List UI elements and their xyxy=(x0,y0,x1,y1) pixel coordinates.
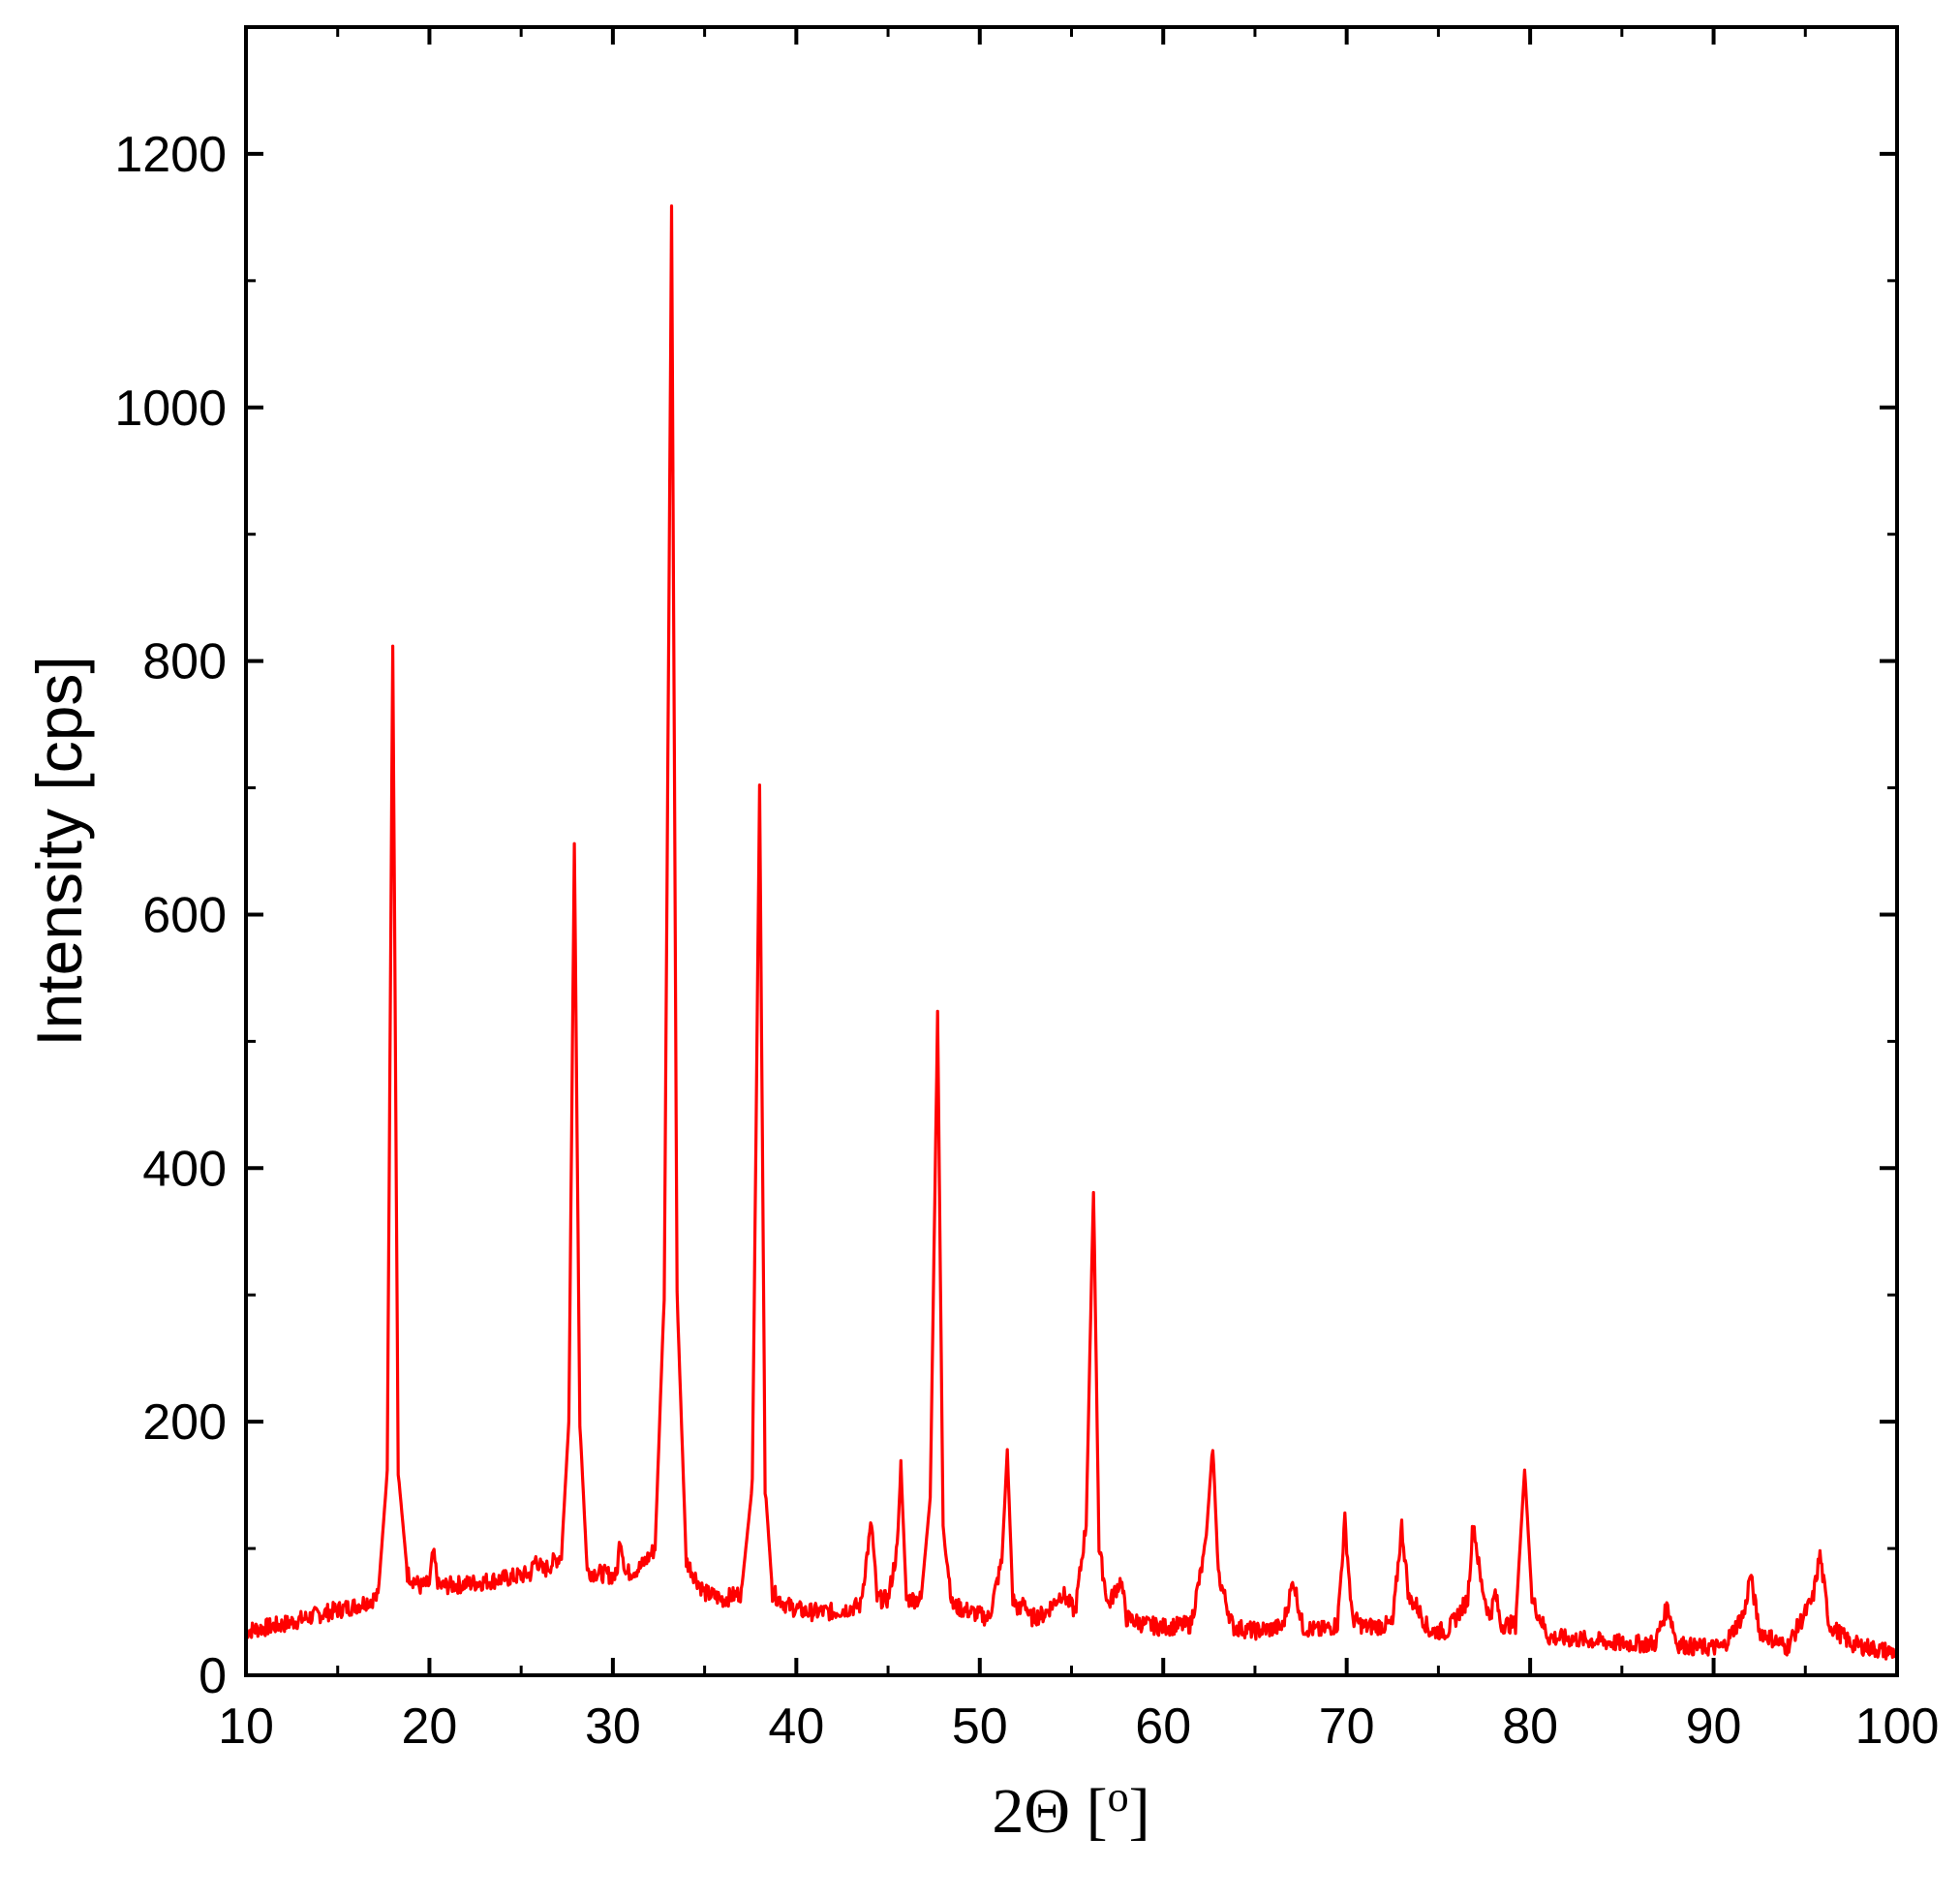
x-axis-title: 2Θ [o] xyxy=(992,1773,1149,1847)
series-line-0 xyxy=(246,204,1897,1661)
x-tick-label: 60 xyxy=(1135,1699,1191,1755)
x-tick-label: 50 xyxy=(952,1699,1008,1755)
x-tick-label: 100 xyxy=(1855,1699,1940,1755)
y-axis-title: Intensity [cps] xyxy=(23,656,95,1047)
y-tick-label: 1000 xyxy=(114,381,227,437)
x-tick-label: 20 xyxy=(402,1699,458,1755)
x-tick-label: 90 xyxy=(1686,1699,1742,1755)
y-tick-label: 200 xyxy=(142,1394,227,1451)
x-tick-label: 40 xyxy=(768,1699,824,1755)
plot-frame xyxy=(244,25,1899,1677)
x-tick-label: 10 xyxy=(218,1699,274,1755)
y-tick-label: 600 xyxy=(142,887,227,943)
x-tick-label: 70 xyxy=(1319,1699,1375,1755)
x-tick-label: 80 xyxy=(1502,1699,1558,1755)
y-tick-label: 400 xyxy=(142,1141,227,1197)
y-tick-label: 800 xyxy=(142,634,227,690)
y-tick-label: 0 xyxy=(199,1648,227,1704)
y-tick-label: 1200 xyxy=(114,127,227,183)
x-tick-label: 30 xyxy=(585,1699,641,1755)
